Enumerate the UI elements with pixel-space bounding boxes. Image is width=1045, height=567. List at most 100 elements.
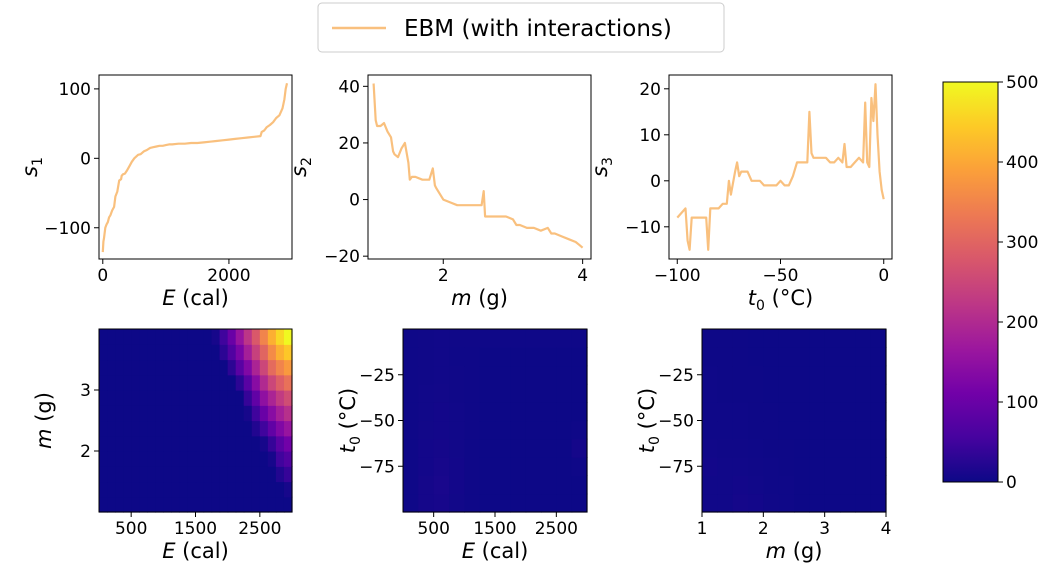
legend: EBM (with interactions) — [317, 2, 725, 53]
heatmap-cell — [464, 493, 481, 513]
heatmap-cell — [211, 481, 221, 498]
heatmap-cell — [203, 420, 213, 437]
heatmap-cell — [464, 438, 481, 458]
heatmap-cell — [155, 435, 164, 452]
heatmap-cell — [195, 435, 205, 452]
heatmap-cell — [115, 374, 124, 391]
heatmap-cell — [794, 493, 810, 513]
heatmap-cell — [464, 365, 481, 385]
heatmap-cell — [179, 435, 189, 452]
heatmap-cell — [464, 402, 481, 422]
heatmap-cell — [702, 475, 718, 495]
heatmap-cell — [732, 383, 749, 403]
heatmap-cell — [840, 402, 856, 422]
heatmap-cell — [525, 493, 542, 513]
heatmap-cell — [171, 374, 181, 391]
heatmap-cell — [99, 420, 108, 437]
heatmap-cell — [219, 435, 229, 452]
heatmap-cell — [840, 457, 856, 476]
heatmap-cell — [235, 481, 245, 498]
heatmap-cell — [870, 402, 887, 422]
heatmap-cell — [163, 359, 172, 376]
heatmap-cell — [510, 493, 527, 513]
x-tick-label: 4 — [881, 519, 892, 539]
x-tick-label: −50 — [763, 266, 799, 286]
heatmap-cell — [418, 475, 435, 495]
heatmap-cell — [251, 451, 261, 467]
heatmap-cell — [495, 347, 511, 367]
heatmap-cell — [702, 457, 718, 476]
heatmap-cell — [243, 466, 253, 483]
heatmap-cell — [251, 496, 261, 513]
heatmap-cell — [123, 359, 132, 376]
heatmap-cell — [203, 481, 213, 498]
heatmap-cell — [139, 420, 148, 437]
heatmap-cell — [418, 402, 435, 422]
heatmap-cell — [794, 420, 810, 440]
heatmap-cell — [495, 329, 511, 348]
heatmap-cell — [525, 365, 542, 385]
y-tick-label: 10 — [639, 126, 661, 146]
heatmap-cell — [763, 493, 780, 513]
colorbar-tick-label: 500 — [1006, 73, 1038, 93]
heatmap-cell — [163, 481, 172, 498]
heatmap-cell — [702, 493, 718, 513]
heatmap-cell — [418, 383, 435, 403]
heatmap-cell — [243, 374, 253, 391]
heatmap-cell — [824, 365, 841, 385]
heatmap-cell — [449, 420, 465, 440]
heatmap-cell — [794, 457, 810, 476]
heatmap-cell — [267, 344, 277, 361]
y-tick-label: 20 — [338, 134, 360, 154]
heatmap-cell — [115, 359, 124, 376]
heatmap-cell — [541, 402, 557, 422]
heatmap-cell — [211, 390, 221, 406]
heatmap-cell — [139, 390, 148, 406]
heatmap-cell — [163, 435, 172, 452]
heatmap-cell — [418, 457, 435, 476]
heatmap-cell — [99, 344, 108, 361]
heatmap-cell — [131, 420, 140, 437]
heatmap-cell — [433, 493, 450, 513]
heatmap-cell — [479, 365, 496, 385]
heatmap-cell — [195, 405, 205, 422]
heatmap-cell — [139, 481, 148, 498]
heatmap-cell — [227, 405, 237, 422]
heatmap-cell — [571, 402, 588, 422]
heatmap-cell — [259, 435, 269, 452]
heatmap-cell — [107, 405, 116, 422]
heatmap-cell — [275, 374, 285, 391]
heatmap-cell — [203, 390, 213, 406]
heatmap-cell — [187, 329, 197, 345]
heatmap-cell — [763, 329, 780, 348]
colorbar-tick-label: 200 — [1006, 313, 1038, 333]
x-tick-label: 500 — [417, 519, 449, 539]
heatmap-cell — [449, 475, 465, 495]
heatmap-cell — [732, 347, 749, 367]
heatmap-cell — [433, 329, 450, 348]
heatmap-cell — [219, 329, 229, 345]
heatmap-cell — [510, 383, 527, 403]
heatmap-cell — [243, 359, 253, 376]
heatmap-cell — [855, 402, 872, 422]
heatmap-cell — [840, 420, 856, 440]
heatmap-cell — [163, 329, 172, 345]
heatmap-cell — [809, 438, 826, 458]
heatmap-cell — [870, 383, 887, 403]
y-tick-label: −25 — [658, 366, 694, 386]
heatmap-cell — [211, 420, 221, 437]
heatmap-cell — [163, 451, 172, 467]
heatmap-cell — [115, 451, 124, 467]
heatmap-cell — [107, 359, 116, 376]
heatmap-cell — [171, 435, 181, 452]
heatmap-cell — [123, 405, 132, 422]
heatmap-cell — [433, 457, 450, 476]
heatmap-cell — [243, 451, 253, 467]
heatmap-cell — [171, 359, 181, 376]
heatmap-cell — [702, 438, 718, 458]
heatmap-cell — [556, 402, 573, 422]
heatmap-cell — [855, 457, 872, 476]
heatmap-cell — [147, 405, 156, 422]
axes-frame — [668, 74, 893, 260]
heatmap-cell — [283, 496, 293, 513]
